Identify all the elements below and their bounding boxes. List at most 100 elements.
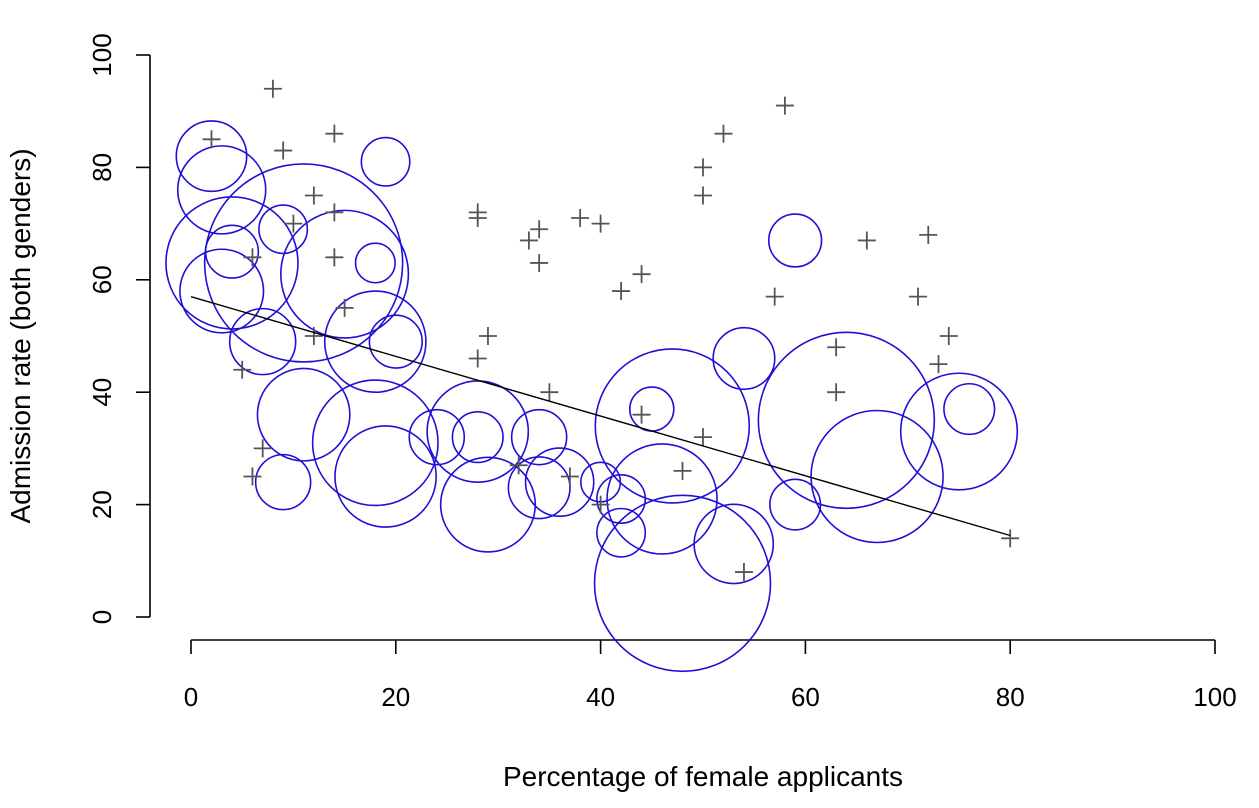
cross-series — [202, 79, 1020, 582]
cross-point — [284, 214, 303, 233]
cross-point — [765, 287, 784, 306]
bubble-point — [256, 367, 351, 462]
bubble-point — [943, 382, 996, 436]
cross-point — [694, 428, 712, 447]
bubble-point — [280, 209, 410, 339]
cross-point — [253, 439, 272, 458]
cross-point — [335, 298, 354, 317]
bubble-point — [228, 307, 297, 376]
cross-point — [919, 225, 938, 244]
cross-point — [694, 158, 712, 177]
cross-point — [233, 360, 252, 379]
bubble-point — [175, 120, 248, 193]
bubble-point — [203, 163, 404, 363]
bubble-point — [757, 331, 936, 510]
bubble-point — [179, 248, 265, 334]
bubble-point — [426, 380, 530, 483]
cross-point — [243, 248, 262, 267]
y-tick-label: 80 — [87, 153, 117, 182]
bubble-point — [408, 408, 466, 466]
x-tick-label: 60 — [791, 682, 820, 712]
cross-point — [694, 186, 712, 205]
bubble-point — [323, 290, 427, 394]
cross-point — [571, 208, 590, 227]
cross-point — [325, 124, 344, 143]
x-tick-label: 80 — [996, 682, 1025, 712]
x-tick-label: 0 — [184, 682, 198, 712]
bubble-point — [334, 425, 437, 528]
bubble-point — [628, 386, 675, 432]
cross-point — [274, 141, 293, 160]
y-axis-title: Admission rate (both genders) — [5, 148, 36, 523]
bubble-point — [311, 379, 439, 507]
cross-point — [827, 383, 846, 402]
bubble-point — [594, 348, 751, 504]
x-axis-tick-labels: 0 20 40 60 80 100 — [184, 682, 1237, 712]
cross-point — [632, 405, 651, 424]
cross-point — [325, 248, 344, 267]
cross-point — [673, 461, 692, 480]
cross-point — [909, 287, 928, 306]
cross-point — [591, 495, 610, 514]
bubble-point — [258, 204, 309, 255]
cross-point — [1001, 529, 1020, 548]
bubble-point — [254, 453, 312, 511]
cross-point — [939, 327, 958, 345]
cross-point — [530, 253, 549, 272]
cross-point — [304, 186, 323, 205]
x-tick-label: 100 — [1193, 682, 1236, 712]
bubble-point — [451, 411, 504, 464]
trend-series — [190, 295, 1011, 537]
cross-point — [509, 456, 528, 475]
bubble-point — [354, 242, 396, 284]
cross-point — [530, 220, 549, 239]
cross-point — [243, 467, 262, 486]
bubble-point — [360, 136, 411, 187]
cross-point — [519, 231, 538, 250]
y-tick-label: 0 — [87, 610, 117, 624]
x-tick-label: 20 — [381, 682, 410, 712]
bubble-point — [510, 408, 568, 466]
bubble-point — [693, 503, 775, 585]
cross-point — [263, 79, 282, 98]
cross-point — [775, 96, 794, 115]
cross-point — [714, 124, 733, 143]
x-axis-title: Percentage of female applicants — [503, 761, 903, 792]
bubble-point — [176, 145, 267, 235]
cross-point — [202, 130, 221, 149]
bubble-point — [899, 372, 1019, 491]
y-axis-ticks — [136, 54, 150, 618]
cross-point — [468, 349, 487, 368]
cross-point — [827, 338, 846, 357]
trend-line — [190, 295, 1011, 537]
cross-point — [540, 383, 559, 402]
bubble-point — [368, 314, 423, 369]
bubble-point — [810, 409, 944, 544]
cross-point — [632, 265, 651, 284]
cross-point — [734, 563, 753, 582]
x-axis-ticks — [190, 640, 1216, 654]
bubble-point — [439, 456, 537, 553]
y-tick-label: 40 — [87, 378, 117, 407]
cross-point — [478, 327, 497, 345]
bubble-point — [712, 326, 776, 391]
cross-point — [857, 231, 876, 250]
x-tick-label: 40 — [586, 682, 615, 712]
bubble-point — [606, 443, 718, 555]
bubble-point — [769, 478, 822, 531]
bubble-point — [596, 507, 647, 558]
y-tick-label: 20 — [87, 490, 117, 519]
cross-point — [325, 203, 344, 222]
cross-point — [560, 467, 579, 486]
cross-point — [612, 282, 631, 301]
bubble-point — [596, 473, 647, 524]
bubble-point — [593, 494, 772, 673]
y-tick-label: 60 — [87, 265, 117, 294]
cross-point — [591, 214, 610, 233]
bubble-point — [524, 447, 595, 518]
y-axis-tick-labels: 0 20 40 60 80 100 — [87, 33, 117, 624]
cross-point — [468, 208, 487, 227]
cross-point — [304, 327, 323, 345]
bubble-point — [507, 456, 571, 520]
